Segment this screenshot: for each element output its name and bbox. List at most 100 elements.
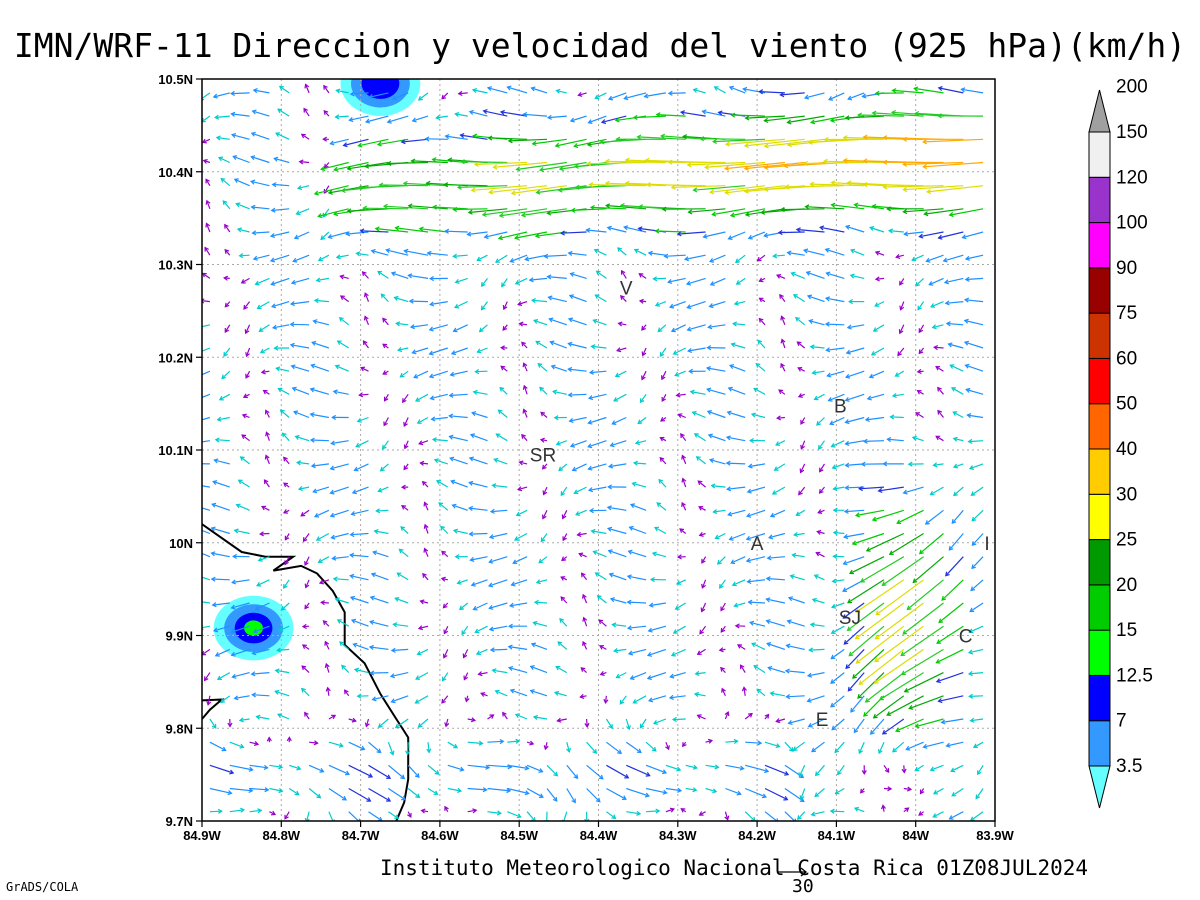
wind-arrow [670,184,726,190]
wind-arrow-head [415,793,421,799]
wind-arrow-head [811,747,817,753]
wind-arrow-head [206,700,212,706]
wind-arrow [338,317,350,326]
wind-arrow-shaft [684,254,706,260]
wind-arrow-head [830,180,836,186]
wind-arrow-shaft [588,115,607,124]
wind-arrow-shaft [308,764,324,773]
wind-arrow-shaft [792,554,805,558]
wind-arrow-shaft [359,393,369,396]
wind-arrow-head [515,511,521,517]
wind-arrow-shaft [833,531,845,535]
wind-arrow-shaft [692,411,706,419]
wind-arrow-head [902,136,908,142]
wind-arrow-head [518,321,524,327]
wind-arrow-shaft [855,602,905,640]
wind-arrow-shaft [875,579,924,616]
wind-arrow-shaft [234,695,250,699]
wind-arrow-shaft [930,764,944,771]
wind-arrow-shaft [408,205,448,210]
wind-arrow-head [418,226,424,232]
wind-arrow-shaft [394,296,409,303]
wind-arrow-shaft [849,556,885,574]
wind-arrow-shaft [212,602,230,606]
wind-arrow [777,229,805,236]
wind-arrow-head [813,574,819,580]
wind-arrow-shaft [209,787,232,794]
wind-arrow [467,787,488,793]
wind-arrow-shaft [533,319,548,326]
wind-arrow-head [312,319,318,325]
wind-arrow [401,505,409,511]
wind-arrow-shaft [213,480,230,488]
wind-arrow-head [492,164,498,170]
wind-arrow [301,644,310,650]
wind-arrow-head [884,768,890,774]
wind-arrow-shaft [915,718,944,728]
wind-arrow-head [844,224,851,230]
wind-arrow-shaft [852,532,885,545]
wind-arrow [414,393,429,402]
wind-arrow-head [529,689,535,694]
wind-arrow-shaft [685,764,697,769]
wind-arrow [477,671,488,677]
wind-arrow-shaft [282,432,290,442]
wind-arrow [532,620,548,627]
wind-arrow-shaft [536,579,548,584]
wind-arrow [448,413,468,419]
wind-arrow [848,625,885,657]
wind-arrow-head [417,723,423,728]
wind-arrow [231,579,250,585]
wind-arrow-shaft [232,579,250,584]
wind-arrow-head [363,315,369,321]
wind-arrow-head [322,136,328,142]
wind-arrow [753,665,766,674]
wind-arrow-shaft [671,185,726,188]
wind-arrow-shaft [597,595,607,604]
wind-arrow [935,365,944,372]
wind-arrow-shaft [306,811,310,821]
wind-arrow [435,480,449,488]
wind-arrow [481,208,528,218]
wind-arrow-head [238,717,244,723]
wind-arrow-shaft [440,526,449,534]
wind-arrow-shaft [347,208,389,212]
wind-arrow [687,347,706,354]
wind-arrow-shaft [336,89,349,94]
wind-arrow [674,370,686,377]
wind-arrow-shaft [482,208,528,216]
wind-arrow [334,597,349,604]
wind-arrow-head [619,202,625,209]
wind-arrow [586,161,647,167]
wind-arrow [218,393,231,401]
wind-arrow-shaft [777,416,785,419]
wind-arrow-head [964,276,970,282]
wind-arrow-shaft [871,347,885,356]
wind-arrow [830,202,865,210]
wind-arrow-head [377,723,383,728]
wind-arrow-shaft [729,86,746,94]
wind-arrow-head [309,437,315,443]
wind-arrow-head [730,342,736,348]
wind-arrow-head [819,225,825,231]
wind-arrow-head [776,818,779,821]
wind-arrow [865,532,905,552]
wind-arrow-shaft [502,712,508,720]
wind-arrow-head [480,692,486,697]
wind-arrow-head [794,316,800,322]
wind-arrow [502,324,508,332]
wind-arrow-head [701,109,707,115]
wind-arrow [562,533,568,542]
wind-arrow-head [769,691,775,697]
wind-arrow [370,572,389,581]
wind-arrow-shaft [500,111,528,117]
wind-arrow-head [230,628,236,634]
wind-arrow-shaft [311,463,329,467]
wind-arrow-head [933,344,939,351]
wind-arrow [872,695,905,719]
wind-arrow [784,668,805,674]
wind-arrow-shaft [818,440,825,450]
wind-arrow-shaft [562,533,568,541]
wind-arrow [587,393,607,401]
wind-arrow-head [656,502,662,507]
